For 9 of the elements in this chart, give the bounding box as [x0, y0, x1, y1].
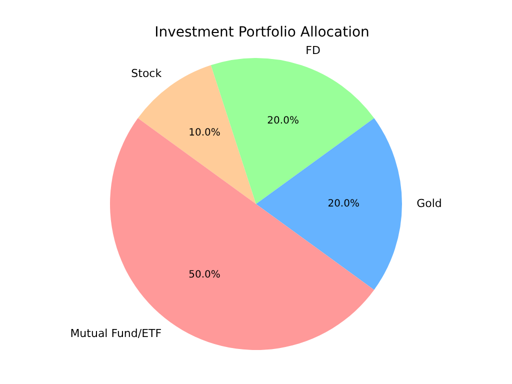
slice-label: FD: [306, 44, 320, 58]
slice-label: Gold: [416, 196, 442, 210]
chart-title: Investment Portfolio Allocation: [154, 24, 370, 41]
slice-label: Stock: [131, 66, 162, 80]
slice-label: Mutual Fund/ETF: [70, 326, 162, 340]
data-label: 50.0%: [188, 269, 220, 280]
data-label: 10.0%: [188, 128, 220, 139]
data-label: 20.0%: [328, 198, 360, 210]
data-label: 20.0%: [267, 115, 299, 126]
